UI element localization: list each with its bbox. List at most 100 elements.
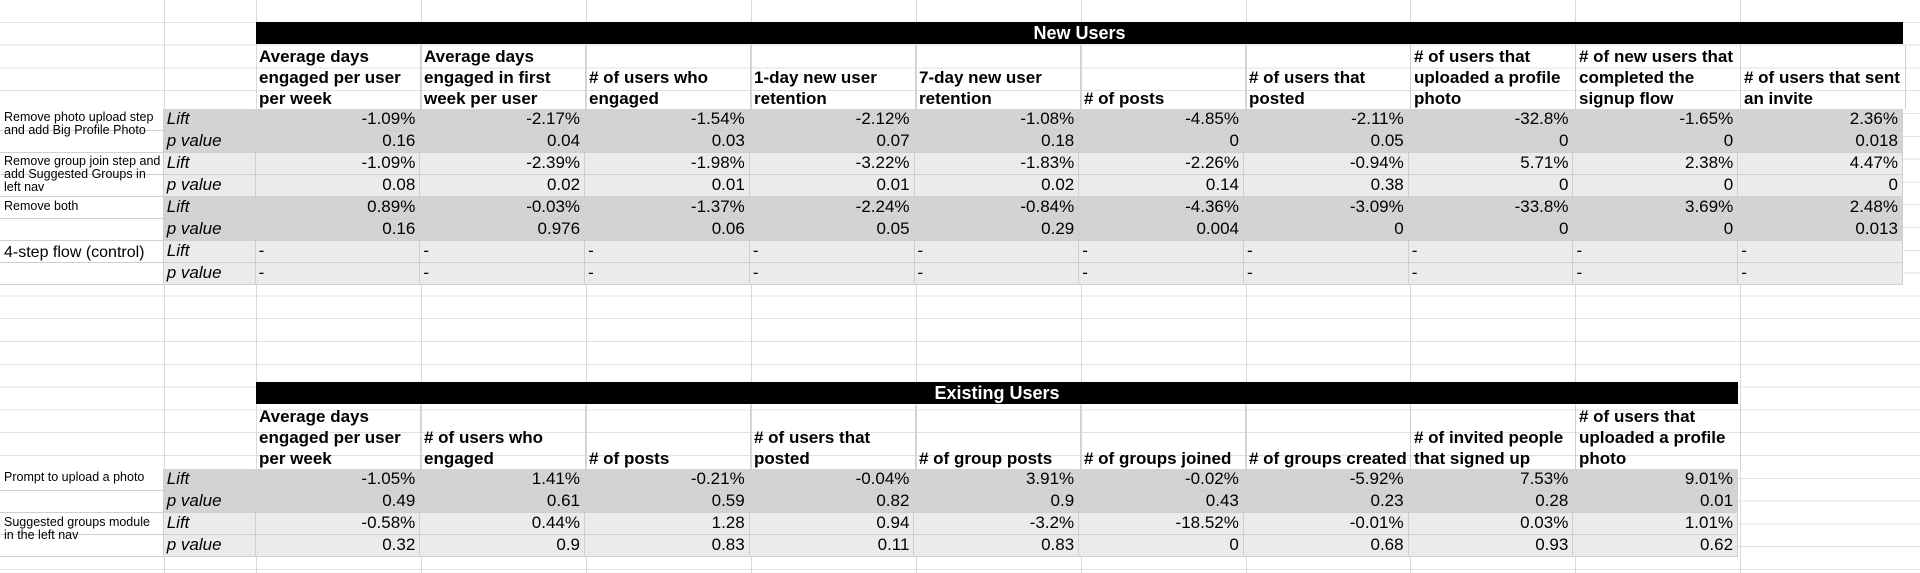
data-cell[interactable]: 0.05 <box>1244 131 1409 153</box>
column-header[interactable]: # of users that uploaded a profile photo <box>1411 45 1576 109</box>
data-cell[interactable]: 0.49 <box>255 491 421 513</box>
data-cell[interactable]: -2.39% <box>420 153 586 175</box>
data-cell[interactable]: - <box>914 241 1080 263</box>
data-cell[interactable]: 0.43 <box>1079 491 1244 513</box>
row-label-cell[interactable] <box>0 241 164 263</box>
data-cell[interactable]: -0.01% <box>1243 513 1409 535</box>
metric-label-cell[interactable]: Lift <box>163 469 256 491</box>
data-cell[interactable]: 0.14 <box>1079 175 1244 197</box>
data-cell[interactable]: - <box>914 263 1080 285</box>
data-cell[interactable]: 0.16 <box>255 131 421 153</box>
column-header[interactable]: # of posts <box>586 405 751 469</box>
data-cell[interactable]: - <box>749 263 915 285</box>
data-cell[interactable]: - <box>1079 241 1245 263</box>
data-cell[interactable]: 0.93 <box>1408 535 1574 557</box>
row-label-cell[interactable] <box>0 197 164 219</box>
data-cell[interactable]: 0.03 <box>585 131 750 153</box>
data-cell[interactable]: 2.48% <box>1738 197 1903 219</box>
data-cell[interactable]: 0.9 <box>914 491 1080 513</box>
data-cell[interactable]: - <box>420 241 586 263</box>
metric-label-cell[interactable]: Lift <box>163 109 256 131</box>
metric-label-cell[interactable]: Lift <box>163 513 256 535</box>
data-cell[interactable]: 0.02 <box>420 175 586 197</box>
row-label-cell[interactable] <box>0 153 164 175</box>
data-cell[interactable]: -0.02% <box>1079 469 1244 491</box>
data-cell[interactable]: -0.03% <box>420 197 586 219</box>
row-label-cell[interactable] <box>0 131 164 153</box>
data-cell[interactable]: - <box>255 263 421 285</box>
data-cell[interactable]: - <box>1408 241 1574 263</box>
data-cell[interactable]: 3.69% <box>1573 197 1739 219</box>
data-cell[interactable]: 0.82 <box>749 491 915 513</box>
data-cell[interactable]: 0 <box>1573 131 1739 153</box>
data-cell[interactable]: 0.28 <box>1408 491 1574 513</box>
data-cell[interactable]: -1.65% <box>1573 109 1739 131</box>
data-cell[interactable]: -3.09% <box>1244 197 1409 219</box>
data-cell[interactable]: 5.71% <box>1408 153 1574 175</box>
row-label-cell[interactable] <box>0 469 164 491</box>
data-cell[interactable]: 0.38 <box>1244 175 1409 197</box>
data-cell[interactable]: 0 <box>1408 219 1574 241</box>
metric-label-cell[interactable]: p value <box>163 263 256 285</box>
column-header[interactable]: # of users that posted <box>1246 45 1411 109</box>
data-cell[interactable]: -2.12% <box>749 109 915 131</box>
column-header[interactable]: # of invited people that signed up <box>1411 405 1576 469</box>
data-cell[interactable]: 0.44% <box>420 513 585 535</box>
data-cell[interactable]: -0.94% <box>1244 153 1409 175</box>
data-cell[interactable]: 0.83 <box>914 535 1080 557</box>
data-cell[interactable]: 0.29 <box>914 219 1080 241</box>
data-cell[interactable]: -2.24% <box>749 197 915 219</box>
data-cell[interactable]: 0.04 <box>420 131 586 153</box>
data-cell[interactable]: -2.26% <box>1079 153 1244 175</box>
data-cell[interactable]: -0.84% <box>914 197 1080 219</box>
data-cell[interactable]: 3.91% <box>914 469 1080 491</box>
data-cell[interactable]: - <box>585 241 750 263</box>
column-header[interactable]: # of groups created <box>1246 405 1411 469</box>
data-cell[interactable]: -1.09% <box>255 109 421 131</box>
data-cell[interactable]: 0.9 <box>420 535 585 557</box>
data-cell[interactable]: - <box>420 263 586 285</box>
data-cell[interactable]: 0.59 <box>585 491 750 513</box>
data-cell[interactable]: 2.38% <box>1573 153 1739 175</box>
data-cell[interactable]: - <box>1244 263 1409 285</box>
data-cell[interactable]: -1.08% <box>914 109 1080 131</box>
column-header[interactable]: # of new users that completed the signup… <box>1576 45 1741 109</box>
data-cell[interactable]: -1.37% <box>585 197 750 219</box>
data-cell[interactable]: 0.03% <box>1408 513 1574 535</box>
data-cell[interactable]: 0 <box>1573 219 1739 241</box>
row-label-cell[interactable] <box>0 263 164 285</box>
data-cell[interactable]: -2.11% <box>1244 109 1409 131</box>
column-header[interactable]: # of users who engaged <box>586 45 751 109</box>
data-cell[interactable]: - <box>585 263 750 285</box>
data-cell[interactable]: -1.05% <box>255 469 421 491</box>
data-cell[interactable]: 9.01% <box>1573 469 1739 491</box>
metric-label-cell[interactable]: Lift <box>163 241 256 263</box>
row-label-cell[interactable] <box>0 175 164 197</box>
data-cell[interactable]: 0.06 <box>585 219 750 241</box>
data-cell[interactable]: 0.018 <box>1738 131 1903 153</box>
data-cell[interactable]: 0 <box>1079 535 1244 557</box>
metric-label-cell[interactable]: p value <box>163 131 256 153</box>
data-cell[interactable]: 0.89% <box>255 197 421 219</box>
data-cell[interactable]: 0.01 <box>585 175 750 197</box>
data-cell[interactable]: 4.47% <box>1738 153 1903 175</box>
data-cell[interactable]: 0.23 <box>1243 491 1409 513</box>
column-header[interactable]: 7-day new user retention <box>916 45 1081 109</box>
column-header[interactable]: # of group posts <box>916 405 1081 469</box>
metric-label-cell[interactable]: Lift <box>163 197 256 219</box>
data-cell[interactable]: -4.36% <box>1079 197 1244 219</box>
column-header[interactable]: Average days engaged per user per week <box>256 405 421 469</box>
data-cell[interactable]: 0.976 <box>420 219 586 241</box>
data-cell[interactable]: - <box>1738 241 1903 263</box>
row-label-cell[interactable] <box>0 535 164 557</box>
row-label-cell[interactable] <box>0 513 164 535</box>
data-cell[interactable]: 0.05 <box>749 219 915 241</box>
data-cell[interactable]: 0.16 <box>255 219 421 241</box>
data-cell[interactable]: 0.01 <box>1573 491 1739 513</box>
data-cell[interactable]: - <box>1408 263 1574 285</box>
data-cell[interactable]: 1.28 <box>585 513 750 535</box>
row-label-cell[interactable] <box>0 219 164 241</box>
data-cell[interactable]: - <box>749 241 915 263</box>
metric-label-cell[interactable]: p value <box>163 491 256 513</box>
